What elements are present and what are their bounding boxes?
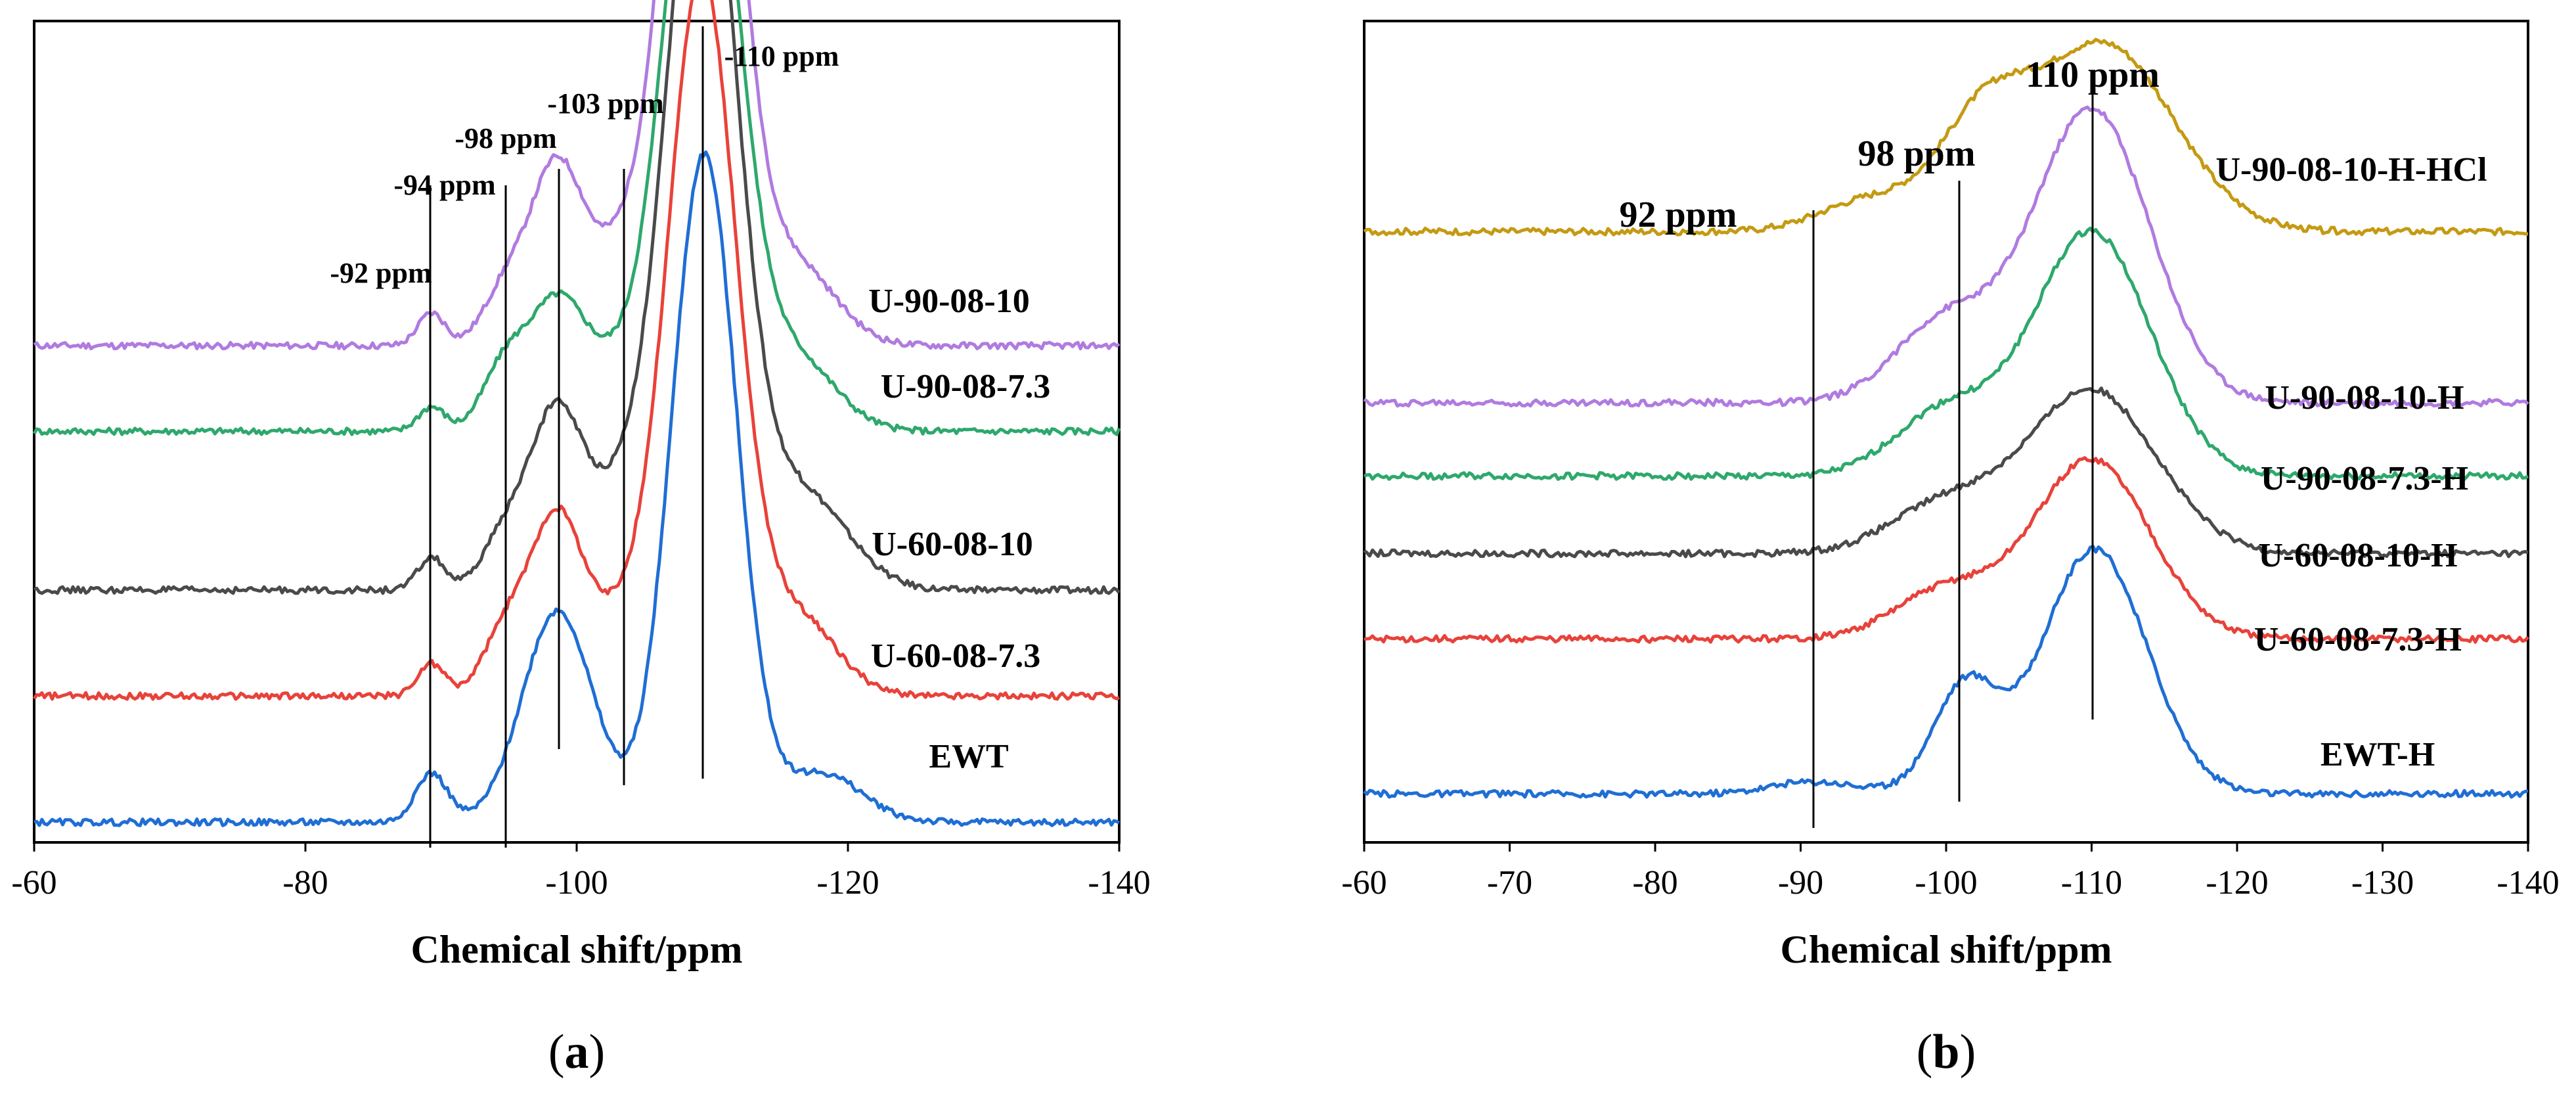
x-tick-label: -120 xyxy=(816,864,879,902)
reference-label: 110 ppm xyxy=(2026,55,2160,95)
reference-label: 92 ppm xyxy=(1620,194,1737,235)
series-line-b-2 xyxy=(1363,226,2529,481)
series-line-b-1 xyxy=(1363,105,2529,408)
panel-b: -60 -70 -80 -90 -100 -110 -120 -130 -140 92 ppm 98… xyxy=(1341,20,2560,1079)
series-label: U-60-08-10 xyxy=(872,526,1033,563)
series-line-a-4 xyxy=(33,150,1121,827)
reference-label: -103 ppm xyxy=(547,87,663,120)
reference-label: 98 ppm xyxy=(1858,133,1976,174)
series-label: U-90-08-10 xyxy=(868,283,1030,320)
x-tick-label: -140 xyxy=(1088,864,1150,902)
reference-label: -110 ppm xyxy=(724,40,839,72)
panel-a-caption: (a) xyxy=(548,1025,605,1079)
series-line-a-3 xyxy=(32,0,1120,701)
series-line-b-5 xyxy=(1363,544,2529,799)
series-line-a-2 xyxy=(33,0,1121,595)
x-tick-label: -110 xyxy=(2061,864,2122,902)
series-label: U-60-08-10-H xyxy=(2258,537,2457,574)
series-line-b-3 xyxy=(1363,386,2529,559)
x-tick-label: -80 xyxy=(1632,864,1677,902)
x-tick-label: -60 xyxy=(1341,864,1387,902)
series-label: EWT xyxy=(929,738,1008,775)
x-tick-label: -100 xyxy=(545,864,608,902)
series-line-b-4 xyxy=(1364,456,2529,644)
x-tick-label: -140 xyxy=(2497,864,2559,902)
x-tick-label: -70 xyxy=(1487,864,1532,902)
x-tick-label: -120 xyxy=(2206,864,2268,902)
panel-a-xlabel: Chemical shift/ppm xyxy=(411,928,742,971)
reference-label: -94 ppm xyxy=(393,169,495,201)
series-label: U-90-08-7.3-H xyxy=(2261,460,2468,497)
series-label: U-90-08-10-H xyxy=(2265,379,2464,417)
series-label: U-90-08-10-H-HCl xyxy=(2215,151,2487,189)
x-tick-label: -130 xyxy=(2351,864,2414,902)
panel-b-caption: (b) xyxy=(1917,1025,1976,1079)
series-line-a-0 xyxy=(33,0,1121,351)
panel-b-xlabel: Chemical shift/ppm xyxy=(1780,928,2112,971)
series-label: U-60-08-7.3 xyxy=(871,637,1041,675)
x-tick-label: -100 xyxy=(1915,864,1977,902)
series-line-a-1 xyxy=(32,0,1121,436)
series-label: EWT-H xyxy=(2321,736,2435,773)
x-tick-label: -90 xyxy=(1778,864,1823,902)
reference-label: -92 ppm xyxy=(330,257,432,289)
reference-label: -98 ppm xyxy=(455,122,556,154)
x-tick-label: -80 xyxy=(282,864,328,902)
panel-a: -60 -80 -100 -120 -140-92 ppm-94 ppm-98 ppm-… xyxy=(11,0,1151,1079)
series-label: U-60-08-7.3-H xyxy=(2254,621,2462,658)
x-tick-label: -60 xyxy=(11,864,56,902)
series-label: U-90-08-7.3 xyxy=(881,368,1051,405)
series-line-b-0 xyxy=(1363,37,2529,237)
